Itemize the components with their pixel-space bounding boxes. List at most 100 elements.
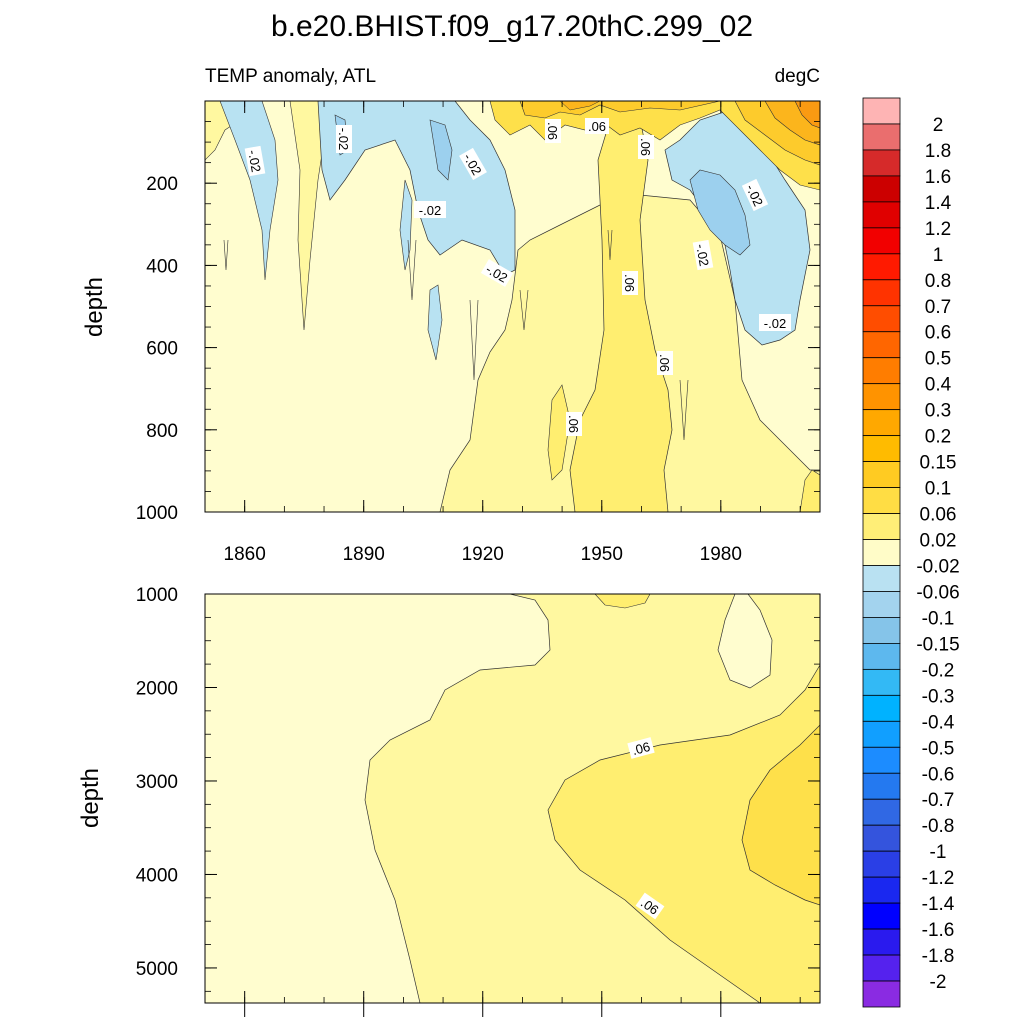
contour-label: .06 [566,415,581,433]
colorbar-label: 0.1 [925,479,951,500]
colorbar-swatch [862,928,901,956]
x-tick-label: 1860 [224,544,266,565]
colorbar-label: -0.1 [922,608,955,629]
colorbar-label: -0.02 [916,556,959,577]
colorbar-label: -0.8 [922,816,955,837]
colorbar-label: -0.06 [916,582,959,603]
colorbar-label: 0.5 [925,349,951,370]
colorbar-label: -0.6 [922,764,955,785]
colorbar-label: -2 [930,972,947,993]
colorbar-swatch [862,772,901,800]
lower-contour-labels: .06 .06 [627,737,665,920]
colorbar-swatch [862,850,901,878]
colorbar-label: -1 [930,842,947,863]
colorbar-swatch [862,123,901,151]
colorbar-label: 0.06 [920,505,957,526]
contour-label: .06 [630,739,651,758]
panel-subtitle-left: TEMP anomaly, ATL [205,66,376,87]
colorbar-swatch [862,902,901,930]
x-tick-label: 1950 [581,544,623,565]
colorbar-label: 0.4 [925,375,952,396]
colorbar-label: -0.4 [922,712,955,733]
colorbar-swatch [862,513,901,540]
contour-label: .06 [657,354,672,372]
x-tick-label: 1920 [462,544,504,565]
colorbar-label: -1.4 [922,894,955,915]
colorbar-swatch [862,253,901,281]
colorbar-label: 0.8 [925,271,951,292]
colorbar-swatch [862,227,901,255]
colorbar: 2 1.8 1.6 1.4 1.2 1 0.8 0.7 0.6 0.5 0.4 0.3 0.2 0.15 0… [862,97,960,1008]
lower-plot-frame [204,593,821,1004]
y-tick-label: 600 [146,339,178,360]
colorbar-swatch [862,383,901,411]
colorbar-swatch [862,461,901,488]
colorbar-swatch [862,980,901,1008]
colorbar-label: 0.7 [925,297,951,318]
colorbar-swatch [862,720,901,748]
y-tick-label: 3000 [136,772,178,793]
colorbar-swatch [862,487,901,514]
colorbar-label: -0.3 [922,686,955,707]
colorbar-swatch [862,798,901,826]
contour-label: .06 [545,122,560,140]
colorbar-swatch [862,668,901,696]
contour-label: .06 [622,274,637,292]
upper-contour-field [205,101,820,512]
colorbar-label: -1.2 [922,868,955,889]
colorbar-label: 1.4 [925,193,952,214]
colorbar-swatch [862,539,901,566]
colorbar-swatch [862,591,901,618]
colorbar-swatch [862,617,901,644]
colorbar-swatch [862,643,901,670]
colorbar-label: -0.5 [922,738,955,759]
y-tick-label: 400 [146,256,178,277]
colorbar-label: -0.15 [916,634,959,655]
y-tick-label: 1000 [136,585,178,606]
colorbar-swatch [862,954,901,982]
colorbar-swatch [862,175,901,203]
colorbar-label: 1.6 [925,167,951,188]
contour-label: -.02 [336,128,351,150]
colorbar-swatch [862,746,901,774]
colorbar-swatch [862,201,901,229]
colorbar-label: 1 [933,245,944,266]
colorbar-label: 2 [933,115,944,136]
y-tick-label: 5000 [136,959,178,980]
y-tick-label: 2000 [136,678,178,699]
colorbar-swatch [862,149,901,177]
colorbar-label: 0.3 [925,401,951,422]
colorbar-label: 0.6 [925,323,951,344]
x-tick-label: 1980 [700,544,742,565]
upper-ticks: 1860 1890 1920 1950 1980 200 400 600 800 1000 [136,101,820,565]
colorbar-label: -0.7 [922,790,955,811]
figure-title: b.e20.BHIST.f09_g17.20thC.299_02 [271,10,753,43]
colorbar-label: 0.15 [920,453,957,474]
upper-y-axis-label: depth [81,277,108,337]
colorbar-swatch [862,305,901,333]
colorbar-label: 1.2 [925,219,951,240]
lower-y-axis-label: depth [77,768,104,828]
colorbar-swatch [862,565,901,592]
colorbar-label: -1.6 [922,920,955,941]
lower-panel: 1000 2000 3000 4000 5000 .06 .06 [136,585,821,1017]
panel-subtitle-right: degC [775,66,820,87]
colorbar-label: 0.02 [920,531,957,552]
colorbar-swatch [862,824,901,852]
contour-label: -.02 [693,243,712,268]
colorbar-label: -0.2 [922,660,955,681]
colorbar-swatch [862,357,901,385]
contour-label: -.02 [764,316,786,331]
colorbar-swatch [862,97,901,125]
contour-label: .06 [588,119,606,134]
colorbar-swatch [862,279,901,307]
y-tick-label: 4000 [136,865,178,886]
colorbar-label: 0.2 [925,427,951,448]
colorbar-label: -1.8 [922,946,955,967]
y-tick-label: 200 [146,174,178,195]
lower-contour-field [205,594,820,1003]
colorbar-swatch [862,331,901,359]
upper-panel: 1860 1890 1920 1950 1980 200 400 600 800 1000 .06… [136,100,821,565]
colorbar-swatch [862,435,901,462]
